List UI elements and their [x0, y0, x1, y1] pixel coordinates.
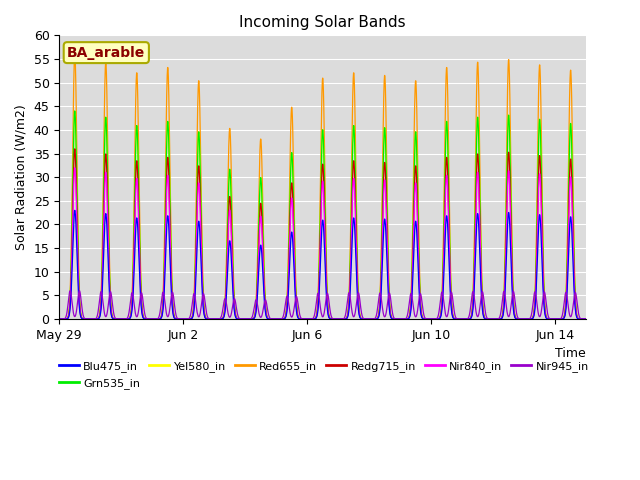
Yel580_in	[108, 307, 115, 313]
Blu475_in	[582, 316, 590, 322]
Nir840_in	[396, 316, 404, 322]
Red655_in	[71, 51, 79, 57]
Line: Redg715_in: Redg715_in	[60, 149, 586, 319]
Red655_in	[132, 84, 140, 89]
Line: Nir945_in: Nir945_in	[60, 291, 586, 319]
Nir945_in	[396, 316, 404, 322]
Yel580_in	[396, 316, 404, 322]
Red655_in	[496, 316, 504, 322]
Yel580_in	[132, 133, 140, 139]
Nir840_in	[71, 165, 79, 170]
Line: Nir840_in: Nir840_in	[60, 168, 586, 319]
Redg715_in	[108, 309, 115, 314]
Nir945_in	[175, 316, 183, 322]
Redg715_in	[132, 167, 140, 172]
Nir945_in	[108, 291, 115, 297]
Nir840_in	[56, 316, 63, 322]
Nir945_in	[488, 316, 496, 322]
Yel580_in	[56, 316, 63, 322]
Redg715_in	[71, 146, 79, 152]
Yel580_in	[496, 316, 504, 322]
Nir840_in	[582, 316, 590, 322]
Nir840_in	[496, 316, 504, 322]
Line: Red655_in: Red655_in	[60, 54, 586, 319]
Nir945_in	[56, 316, 63, 322]
Nir840_in	[108, 310, 115, 315]
Blu475_in	[56, 316, 63, 322]
Blu475_in	[488, 316, 496, 322]
Grn535_in	[132, 133, 140, 139]
Nir945_in	[582, 316, 590, 322]
Line: Grn535_in: Grn535_in	[60, 111, 586, 319]
Grn535_in	[396, 316, 404, 322]
Blu475_in	[396, 316, 404, 322]
Red655_in	[582, 316, 590, 322]
Grn535_in	[71, 108, 79, 114]
Redg715_in	[488, 316, 496, 322]
Redg715_in	[56, 316, 63, 322]
Red655_in	[175, 316, 183, 322]
Redg715_in	[175, 316, 183, 322]
Yel580_in	[175, 316, 183, 322]
Text: BA_arable: BA_arable	[67, 46, 145, 60]
Blu475_in	[132, 221, 140, 227]
Redg715_in	[582, 316, 590, 322]
Grn535_in	[175, 316, 183, 322]
Grn535_in	[56, 316, 63, 322]
Nir840_in	[175, 316, 183, 322]
Grn535_in	[582, 316, 590, 322]
Red655_in	[396, 316, 404, 322]
Nir840_in	[488, 316, 496, 322]
Title: Incoming Solar Bands: Incoming Solar Bands	[239, 15, 406, 30]
Legend: Blu475_in, Grn535_in, Yel580_in, Red655_in, Redg715_in, Nir840_in, Nir945_in: Blu475_in, Grn535_in, Yel580_in, Red655_…	[54, 357, 593, 393]
Nir945_in	[67, 288, 74, 294]
Yel580_in	[488, 316, 496, 322]
Blu475_in	[175, 316, 183, 322]
X-axis label: Time: Time	[556, 348, 586, 360]
Line: Blu475_in: Blu475_in	[60, 210, 586, 319]
Blu475_in	[71, 207, 79, 213]
Grn535_in	[108, 307, 115, 313]
Redg715_in	[396, 316, 404, 322]
Blu475_in	[496, 316, 504, 322]
Nir840_in	[132, 183, 140, 189]
Line: Yel580_in: Yel580_in	[60, 111, 586, 319]
Yel580_in	[71, 108, 79, 114]
Red655_in	[56, 316, 63, 322]
Grn535_in	[488, 316, 496, 322]
Redg715_in	[496, 316, 504, 322]
Nir945_in	[496, 314, 504, 320]
Red655_in	[108, 305, 115, 311]
Red655_in	[488, 316, 496, 322]
Y-axis label: Solar Radiation (W/m2): Solar Radiation (W/m2)	[15, 104, 28, 250]
Grn535_in	[496, 316, 504, 322]
Blu475_in	[108, 312, 115, 317]
Nir945_in	[132, 313, 140, 319]
Yel580_in	[582, 316, 590, 322]
